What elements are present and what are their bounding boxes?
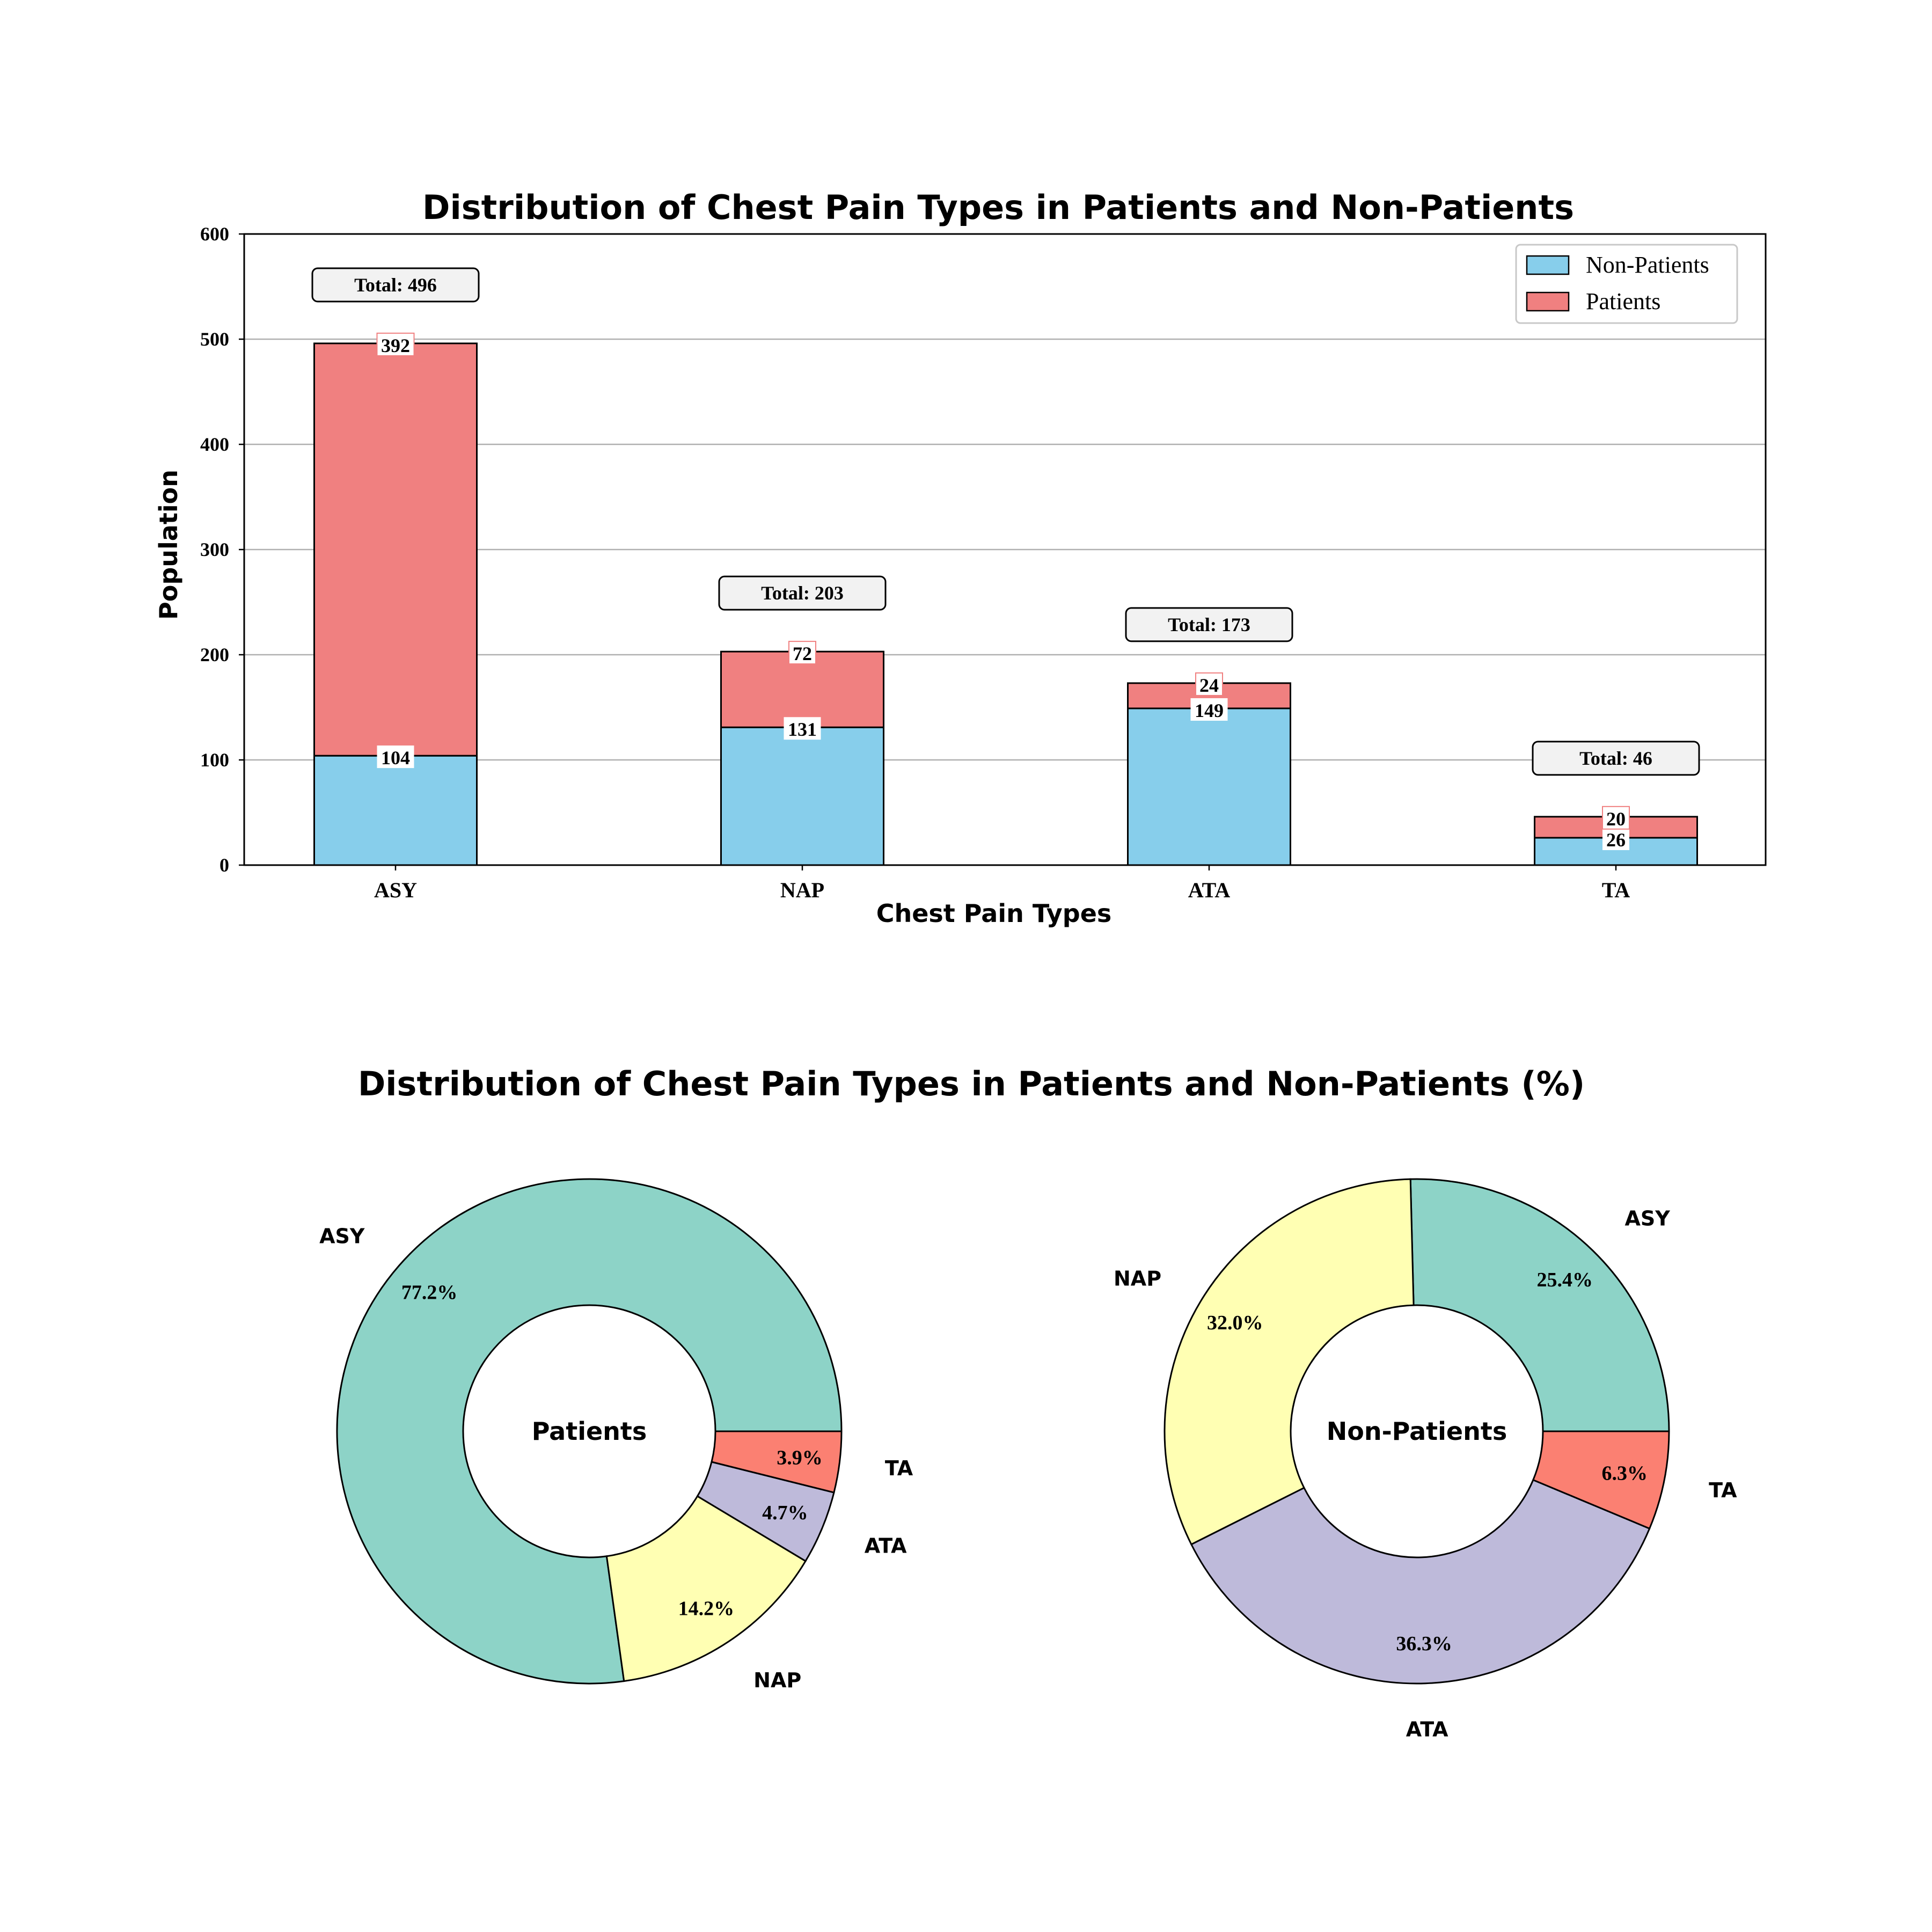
y-tick-label: 0 [219, 854, 229, 876]
slice-percent-nap: 14.2% [678, 1597, 735, 1620]
value-label-box-non-patients [784, 717, 821, 740]
total-label-ata: Total: 173 [1168, 614, 1250, 635]
value-label-box-patients [1602, 806, 1630, 830]
slice-label-ata: ATA [865, 1534, 907, 1557]
bar-legend: Non-Patients Patients [1515, 244, 1738, 324]
y-tick-label: 200 [200, 644, 229, 665]
y-tick-label: 300 [200, 539, 229, 560]
total-label-box [1125, 607, 1293, 642]
slice-percent-ta: 6.3% [1602, 1462, 1648, 1485]
value-label-non-patients-nap: 131 [788, 719, 817, 740]
y-tick-label: 400 [200, 434, 229, 455]
x-tick-label-ata: ATA [1188, 878, 1231, 902]
slice-label-ta: TA [885, 1457, 913, 1480]
value-label-box-non-patients [377, 745, 414, 769]
legend-swatch-non-patients [1526, 255, 1570, 275]
y-tick-label: 100 [200, 749, 229, 771]
total-label-box [718, 575, 887, 611]
total-label-asy: Total: 496 [354, 274, 437, 296]
slice-label-nap: NAP [1114, 1267, 1161, 1290]
value-label-non-patients-ata: 149 [1195, 700, 1224, 721]
value-label-non-patients-asy: 104 [381, 747, 410, 769]
pie-section-title: Distribution of Chest Pain Types in Pati… [358, 1064, 1585, 1103]
bar-gridlines [244, 338, 1766, 761]
x-tick-label-asy: ASY [374, 878, 417, 902]
bar-series: 104 392 Total: 496 131 72 Total: 203 149 24 Tota… [311, 267, 1700, 866]
value-label-box-patients [376, 332, 415, 356]
legend-label-non-patients: Non-Patients [1586, 252, 1709, 278]
donut-chart-non-patients: ASY 25.4% NAP 32.0% ATA 36.3% TA 6.3% Non-Patien… [1114, 1178, 1737, 1741]
donut-chart-patients: ASY 77.2% NAP 14.2% ATA 4.7% TA 3.9% Patients [319, 1178, 913, 1692]
value-label-box-non-patients [1602, 828, 1629, 851]
slice-label-ta: TA [1709, 1479, 1737, 1502]
slice-ta [711, 1430, 843, 1494]
bar-non-patients-asy [313, 755, 478, 866]
y-tick-label: 600 [200, 223, 229, 245]
slice-percent-nap: 32.0% [1207, 1312, 1263, 1334]
slice-percent-asy: 25.4% [1537, 1269, 1593, 1291]
value-label-patients-ata: 24 [1199, 675, 1219, 696]
x-tick-label-ta: TA [1602, 878, 1630, 902]
bar-non-patients-ata [1127, 707, 1291, 866]
value-label-box-non-patients [1190, 698, 1228, 721]
bar-non-patients-nap [720, 726, 884, 866]
slice-nap [605, 1495, 807, 1682]
y-tick-label: 500 [200, 328, 229, 350]
value-label-box-patients [1195, 672, 1223, 696]
value-label-patients-asy: 392 [381, 335, 410, 356]
bar-x-axis-label: Chest Pain Types [876, 899, 1112, 928]
bar-plot-frame [243, 233, 1767, 866]
slice-ta [1532, 1430, 1670, 1530]
slice-label-asy: ASY [1624, 1207, 1670, 1231]
bar-patients-asy [313, 342, 478, 757]
value-label-patients-nap: 72 [793, 643, 812, 664]
total-label-nap: Total: 203 [761, 582, 844, 604]
donut-center-label: Non-Patients [1327, 1417, 1507, 1446]
total-label-box [311, 267, 480, 303]
legend-swatch-patients [1526, 291, 1570, 312]
total-label-box [1532, 741, 1700, 776]
value-label-non-patients-ta: 26 [1606, 829, 1626, 851]
slice-percent-asy: 77.2% [401, 1282, 458, 1304]
slice-label-ata: ATA [1406, 1718, 1448, 1741]
stacked-bar-chart: Distribution of Chest Pain Types in Pati… [154, 188, 1767, 928]
slice-label-asy: ASY [319, 1225, 365, 1248]
value-label-box-patients [788, 641, 816, 665]
slice-percent-ata: 36.3% [1396, 1633, 1452, 1655]
value-label-patients-ta: 20 [1606, 808, 1626, 830]
slice-ata [1190, 1479, 1651, 1685]
x-tick-label-nap: NAP [780, 878, 824, 902]
bar-y-axis-label: Population [154, 470, 183, 620]
bar-chart-title: Distribution of Chest Pain Types in Pati… [422, 188, 1574, 227]
legend-frame [1515, 244, 1738, 324]
slice-percent-ata: 4.7% [762, 1502, 808, 1524]
bar-x-ticks: ASY NAP ATA TA [374, 865, 1630, 902]
slice-percent-ta: 3.9% [777, 1446, 823, 1469]
slice-asy [336, 1178, 843, 1685]
bar-y-ticks: 0 100 200 300 400 500 600 [200, 223, 244, 876]
total-label-ta: Total: 46 [1579, 748, 1652, 769]
slice-asy [1409, 1178, 1670, 1432]
donut-center-label: Patients [532, 1417, 647, 1446]
legend-label-patients: Patients [1586, 288, 1660, 314]
slice-label-nap: NAP [753, 1668, 801, 1692]
slice-nap [1163, 1178, 1415, 1546]
